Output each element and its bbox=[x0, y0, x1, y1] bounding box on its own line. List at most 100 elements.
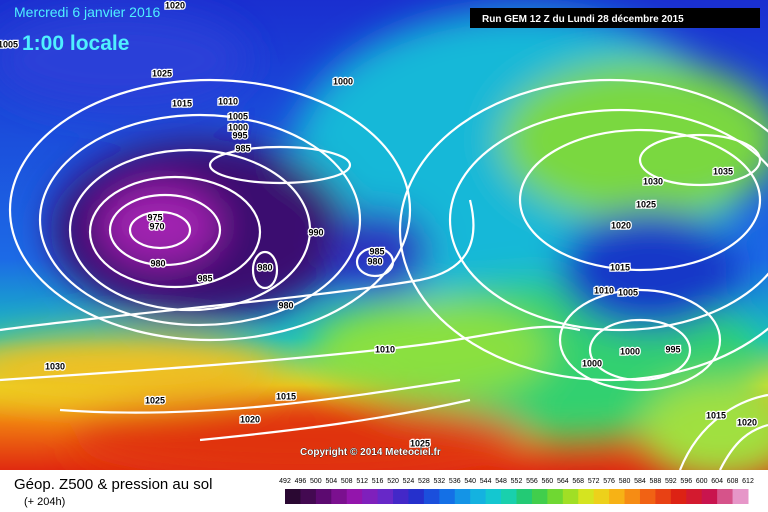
colorbar-label: 592 bbox=[665, 478, 677, 485]
colorbar-label: 612 bbox=[742, 478, 754, 485]
isobar-label: 1005 bbox=[0, 39, 18, 49]
isobar-label: 1010 bbox=[594, 285, 614, 295]
isobar-label: 985 bbox=[197, 273, 212, 283]
colorbar-swatch bbox=[639, 489, 656, 504]
colorbar-label: 524 bbox=[403, 478, 415, 485]
isobar-label: 995 bbox=[232, 130, 247, 140]
isobar-label: 985 bbox=[235, 143, 250, 153]
run-info: Run GEM 12 Z du Lundi 28 décembre 2015 bbox=[482, 14, 684, 25]
isobar-label: 1000 bbox=[333, 76, 353, 86]
colorbar-label: 588 bbox=[650, 478, 662, 485]
isobar-label: 1005 bbox=[228, 111, 248, 121]
colorbar-label: 544 bbox=[480, 478, 492, 485]
legend-title: Géop. Z500 & pression au sol bbox=[14, 476, 212, 493]
map-time: 1:00 locale bbox=[22, 32, 129, 55]
colorbar-label: 572 bbox=[588, 478, 600, 485]
colorbar-swatch bbox=[485, 489, 502, 504]
isobar-label: 1030 bbox=[643, 176, 663, 186]
colorbar-label: 608 bbox=[727, 478, 739, 485]
colorbar-label: 516 bbox=[372, 478, 384, 485]
colorbar-swatch bbox=[300, 489, 317, 504]
map-date: Mercredi 6 janvier 2016 bbox=[14, 4, 161, 20]
colorbar-swatch bbox=[377, 489, 394, 504]
colorbar-label: 576 bbox=[603, 478, 615, 485]
colorbar-label: 568 bbox=[572, 478, 584, 485]
colorbar-label: 580 bbox=[619, 478, 631, 485]
colorbar-swatch bbox=[562, 489, 579, 504]
colorbar-swatch bbox=[454, 489, 471, 504]
colorbar-label: 496 bbox=[295, 478, 307, 485]
isobar-label: 1010 bbox=[218, 96, 238, 106]
colorbar-swatch bbox=[701, 489, 718, 504]
colorbar-label: 596 bbox=[680, 478, 692, 485]
isobar-label: 1035 bbox=[713, 166, 733, 176]
colorbar-swatch bbox=[315, 489, 332, 504]
colorbar-label: 600 bbox=[696, 478, 708, 485]
isobar-label: 975 bbox=[147, 212, 162, 222]
isobar-label: 980 bbox=[278, 300, 293, 310]
isobar-label: 1020 bbox=[737, 417, 757, 427]
isobar-label: 1025 bbox=[145, 395, 165, 405]
colorbar-swatch bbox=[686, 489, 703, 504]
isobar-label: 1020 bbox=[165, 0, 185, 10]
legend-lead: (+ 204h) bbox=[24, 496, 65, 508]
isobar-label: 1025 bbox=[410, 438, 430, 448]
colorbar: 492 496 500 504 508 512 516 520 524 528 532 536 540 5… bbox=[279, 478, 754, 504]
isobar-label: 1000 bbox=[620, 346, 640, 356]
colorbar-swatch bbox=[408, 489, 425, 504]
isobar-label: 1015 bbox=[706, 410, 726, 420]
isobar-label: 1025 bbox=[636, 199, 656, 209]
colorbar-swatch bbox=[346, 489, 363, 504]
colorbar-swatch bbox=[547, 489, 564, 504]
isobars bbox=[0, 78, 768, 470]
colorbar-label: 500 bbox=[310, 478, 322, 485]
isobar-label: 1020 bbox=[240, 414, 260, 424]
colorbar-swatch bbox=[470, 489, 487, 504]
isobar-label: 980 bbox=[367, 256, 382, 266]
colorbar-label: 492 bbox=[279, 478, 291, 485]
colorbar-swatch bbox=[393, 489, 409, 504]
colorbar-swatch bbox=[531, 489, 548, 504]
colorbar-label: 504 bbox=[325, 478, 337, 485]
colorbar-label: 584 bbox=[634, 478, 646, 485]
isobar-label: 1015 bbox=[172, 98, 192, 108]
colorbar-label: 532 bbox=[433, 478, 445, 485]
colorbar-swatch bbox=[717, 489, 734, 504]
colorbar-swatch bbox=[578, 489, 595, 504]
colorbar-swatch bbox=[362, 489, 379, 504]
colorbar-swatch bbox=[285, 489, 301, 504]
colorbar-label: 512 bbox=[356, 478, 368, 485]
colorbar-swatch bbox=[423, 489, 440, 504]
isobar-label: 1010 bbox=[375, 344, 395, 354]
colorbar-label: 528 bbox=[418, 478, 430, 485]
colorbar-label: 552 bbox=[511, 478, 523, 485]
colorbar-label: 548 bbox=[495, 478, 507, 485]
colorbar-swatch bbox=[609, 489, 626, 504]
colorbar-label: 604 bbox=[711, 478, 723, 485]
isobar-label: 1000 bbox=[228, 122, 248, 132]
colorbar-swatch bbox=[732, 489, 749, 504]
colorbar-label: 564 bbox=[557, 478, 569, 485]
isobar-label: 980 bbox=[257, 262, 272, 272]
colorbar-swatch bbox=[670, 489, 687, 504]
isobar-label: 1025 bbox=[152, 68, 172, 78]
colorbar-swatch bbox=[655, 489, 672, 504]
colorbar-label: 508 bbox=[341, 478, 353, 485]
colorbar-swatch bbox=[439, 489, 456, 504]
colorbar-label: 540 bbox=[464, 478, 476, 485]
isobar-label: 1015 bbox=[610, 262, 630, 272]
isobar-label: 990 bbox=[308, 227, 323, 237]
copyright: Copyright © 2014 Meteociel.fr bbox=[300, 447, 441, 458]
isobar-label: 970 bbox=[149, 221, 164, 231]
isobar-label: 1020 bbox=[611, 220, 631, 230]
isobar-label: 1015 bbox=[276, 391, 296, 401]
isobar-label: 995 bbox=[665, 344, 680, 354]
colorbar-swatch bbox=[331, 489, 348, 504]
isobar-label: 1000 bbox=[582, 358, 602, 368]
colorbar-label: 560 bbox=[542, 478, 554, 485]
run-box bbox=[470, 8, 760, 28]
